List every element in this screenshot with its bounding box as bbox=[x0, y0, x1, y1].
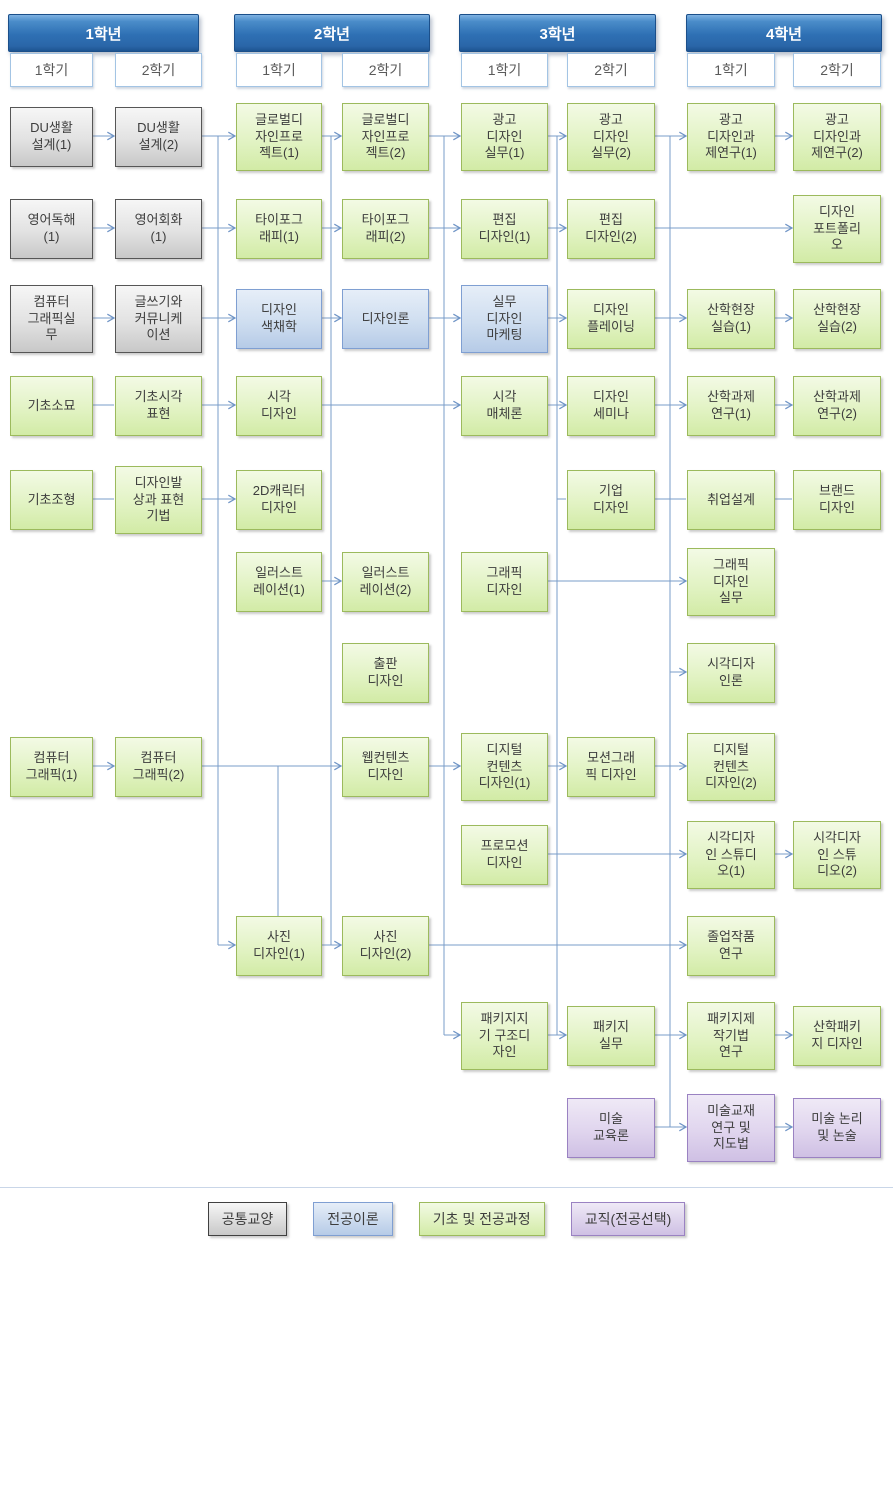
course-edit2: 편집 디자인(2) bbox=[567, 199, 655, 259]
course-ad1: 광고 디자인 실무(1) bbox=[461, 103, 548, 171]
course-cgp: 컴퓨터 그래픽실 무 bbox=[10, 285, 93, 353]
semester-tab-1-1: 1학기 bbox=[10, 53, 93, 87]
course-du2: DU생활 설계(2) bbox=[115, 107, 202, 167]
divider-line bbox=[0, 1187, 893, 1188]
course-pkgprac: 패키지 실무 bbox=[567, 1006, 655, 1066]
course-eng1: 영어독해 (1) bbox=[10, 199, 93, 259]
course-promo: 프로모션 디자인 bbox=[461, 825, 548, 885]
course-proj1: 산학과제 연구(1) bbox=[687, 376, 775, 436]
course-form: 기초조형 bbox=[10, 470, 93, 530]
course-glb2: 글로벌디 자인프로 젝트(2) bbox=[342, 103, 429, 171]
course-glb1: 글로벌디 자인프로 젝트(1) bbox=[236, 103, 322, 171]
course-theory: 디자인론 bbox=[342, 289, 429, 349]
course-studio2: 시각디자 인 스튜 디오(2) bbox=[793, 821, 881, 889]
course-graphic: 그래픽 디자인 bbox=[461, 552, 548, 612]
year-header-4: 4학년 bbox=[686, 14, 882, 52]
course-brand: 브랜드 디자인 bbox=[793, 470, 881, 530]
course-edit1: 편집 디자인(1) bbox=[461, 199, 548, 259]
course-career: 취업설계 bbox=[687, 470, 775, 530]
course-pkgind: 산학패키 지 디자인 bbox=[793, 1006, 881, 1066]
course-typo1: 타이포그 래피(1) bbox=[236, 199, 322, 259]
course-char2d: 2D캐릭터 디자인 bbox=[236, 470, 322, 530]
semester-tab-4-2: 2학기 bbox=[793, 53, 881, 87]
course-digital2: 디지털 컨텐츠 디자인(2) bbox=[687, 733, 775, 801]
course-cg1: 컴퓨터 그래픽(1) bbox=[10, 737, 93, 797]
course-artlogic: 미술 논리 및 논술 bbox=[793, 1098, 881, 1158]
legend-item-gray: 공통교양 bbox=[207, 1202, 288, 1236]
course-digital1: 디지털 컨텐츠 디자인(1) bbox=[461, 733, 548, 801]
course-mkt: 실무 디자인 마케팅 bbox=[461, 285, 548, 353]
semester-tab-3-2: 2학기 bbox=[567, 53, 655, 87]
semester-tab-2-1: 1학기 bbox=[236, 53, 322, 87]
course-du1: DU생활 설계(1) bbox=[10, 107, 93, 167]
course-pkgmethod: 패키지제 작기법 연구 bbox=[687, 1002, 775, 1070]
course-planning: 디자인 플레이닝 bbox=[567, 289, 655, 349]
course-cg2: 컴퓨터 그래픽(2) bbox=[115, 737, 202, 797]
course-gradwork: 졸업작품 연구 bbox=[687, 916, 775, 976]
course-ad2: 광고 디자인 실무(2) bbox=[567, 103, 655, 171]
course-media: 시각 매체론 bbox=[461, 376, 548, 436]
legend-item-blue: 전공이론 bbox=[313, 1202, 393, 1236]
legend-item-green: 기초 및 전공과정 bbox=[418, 1202, 545, 1236]
semester-tab-4-1: 1학기 bbox=[687, 53, 775, 87]
course-eng2: 영어회화 (1) bbox=[115, 199, 202, 259]
course-motion: 모션그래 픽 디자인 bbox=[567, 737, 655, 797]
course-studio1: 시각디자 인 스튜디 오(1) bbox=[687, 821, 775, 889]
course-ideation: 디자인발 상과 표현 기법 bbox=[115, 466, 202, 534]
legend: 공통교양 전공이론 기초 및 전공과정 교직(전공선택) bbox=[0, 1202, 893, 1236]
course-color: 디자인 색채학 bbox=[236, 289, 322, 349]
course-sketch: 기초소묘 bbox=[10, 376, 93, 436]
course-intern1: 산학현장 실습(1) bbox=[687, 289, 775, 349]
course-basicvis: 기초시각 표현 bbox=[115, 376, 202, 436]
course-gprac: 그래픽 디자인 실무 bbox=[687, 548, 775, 616]
course-adr1: 광고 디자인과 제연구(1) bbox=[687, 103, 775, 171]
course-typo2: 타이포그 래피(2) bbox=[342, 199, 429, 259]
course-photo2: 사진 디자인(2) bbox=[342, 916, 429, 976]
course-vdtheory: 시각디자 인론 bbox=[687, 643, 775, 703]
course-illust2: 일러스트 레이션(2) bbox=[342, 552, 429, 612]
course-proj2: 산학과제 연구(2) bbox=[793, 376, 881, 436]
course-adr2: 광고 디자인과 제연구(2) bbox=[793, 103, 881, 171]
course-artedu: 미술 교육론 bbox=[567, 1098, 655, 1158]
year-header-3: 3학년 bbox=[459, 14, 656, 52]
course-visdes: 시각 디자인 bbox=[236, 376, 322, 436]
course-pkgstruct: 패키지지 기 구조디 자인 bbox=[461, 1002, 548, 1070]
semester-tab-2-2: 2학기 bbox=[342, 53, 429, 87]
course-corp: 기업 디자인 bbox=[567, 470, 655, 530]
year-header-1: 1학년 bbox=[8, 14, 199, 52]
legend-item-purple: 교직(전공선택) bbox=[570, 1202, 686, 1236]
year-header-2: 2학년 bbox=[234, 14, 430, 52]
course-photo1: 사진 디자인(1) bbox=[236, 916, 322, 976]
course-publish: 출판 디자인 bbox=[342, 643, 429, 703]
course-intern2: 산학현장 실습(2) bbox=[793, 289, 881, 349]
course-seminar: 디자인 세미나 bbox=[567, 376, 655, 436]
semester-tab-3-1: 1학기 bbox=[461, 53, 548, 87]
course-portfolio: 디자인 포트폴리 오 bbox=[793, 195, 881, 263]
course-illust1: 일러스트 레이션(1) bbox=[236, 552, 322, 612]
course-artmat: 미술교재 연구 및 지도법 bbox=[687, 1094, 775, 1162]
semester-tab-1-2: 2학기 bbox=[115, 53, 202, 87]
course-web: 웹컨텐츠 디자인 bbox=[342, 737, 429, 797]
course-writing: 글쓰기와 커뮤니케 이션 bbox=[115, 285, 202, 353]
